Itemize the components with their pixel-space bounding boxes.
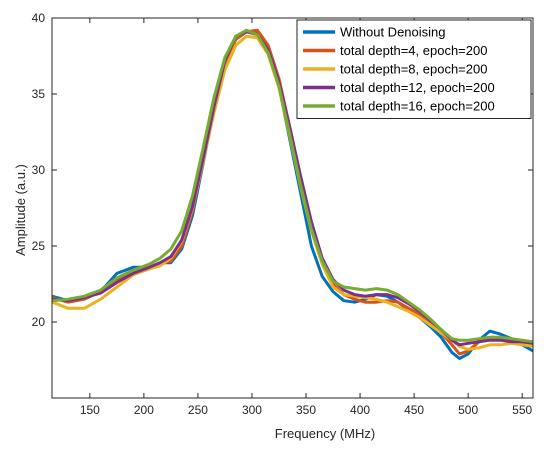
- series-line-5: [52, 28, 533, 344]
- x-tick-label: 200: [134, 403, 154, 417]
- legend-box: [296, 19, 532, 119]
- x-tick-label: 550: [512, 403, 532, 417]
- x-tick-label: 150: [80, 403, 100, 417]
- legend-label-2: total depth=4, epoch=200: [340, 43, 487, 58]
- y-tick-label: 25: [32, 239, 46, 253]
- x-tick-label: 400: [350, 403, 370, 417]
- legend-label-5: total depth=16, epoch=200: [340, 99, 495, 114]
- legend-label-1: Without Denoising: [340, 25, 446, 40]
- x-tick-label: 500: [458, 403, 478, 417]
- legend: Without Denoising total depth=4, epoch=20…: [296, 19, 532, 119]
- series-group: [52, 28, 533, 360]
- y-tick-label: 30: [32, 163, 46, 177]
- x-tick-label: 300: [242, 403, 262, 417]
- plot-area: 150 200 250 300 350 400 450 500 550 20 25 30 35 40 Wit…: [32, 11, 534, 417]
- x-tick-label: 450: [404, 403, 424, 417]
- y-tick-label: 40: [32, 11, 46, 25]
- x-axis-label: Frequency (MHz): [275, 426, 375, 441]
- y-tick-label: 35: [32, 87, 46, 101]
- x-tick-label: 250: [188, 403, 208, 417]
- y-tick-label: 20: [32, 315, 46, 329]
- x-tick-label: 350: [296, 403, 316, 417]
- legend-label-3: total depth=8, epoch=200: [340, 62, 487, 77]
- legend-label-4: total depth=12, epoch=200: [340, 80, 495, 95]
- y-axis-label: Amplitude (a.u.): [13, 164, 28, 256]
- series-line-4: [52, 30, 533, 347]
- axes-frame: [51, 17, 534, 399]
